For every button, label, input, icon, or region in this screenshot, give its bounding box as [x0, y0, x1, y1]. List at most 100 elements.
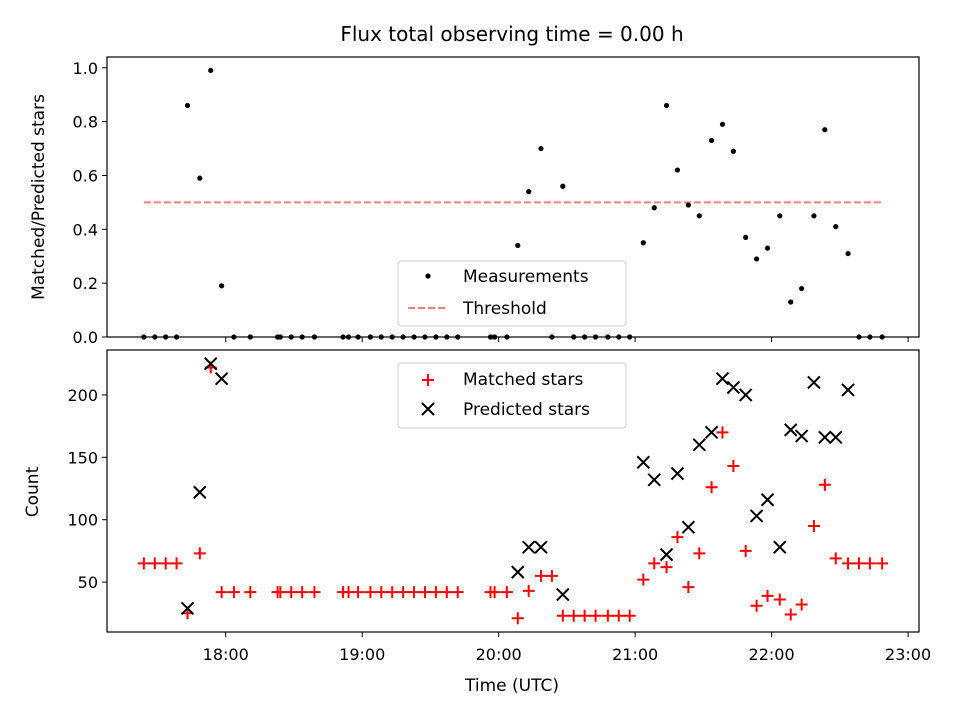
matched-star-point [682, 581, 695, 594]
predicted-star-point [692, 438, 706, 452]
predicted-star-point [659, 547, 674, 562]
matched-star-point [727, 460, 740, 473]
matched-star-point [795, 598, 808, 611]
matched-star-point [296, 586, 309, 599]
predicted-star-point [726, 380, 741, 395]
matched-star-point [829, 552, 842, 565]
bottom-marks [137, 357, 889, 625]
measurement-point [719, 121, 726, 127]
measurement-point [685, 202, 691, 208]
measurement-point [708, 137, 715, 144]
matched-star-point [556, 609, 569, 622]
matched-star-point [137, 557, 150, 570]
measurement-point [754, 256, 760, 262]
matched-star-point [285, 586, 298, 599]
measurement-point [696, 213, 702, 219]
top-legend: Measurements Threshold [397, 260, 627, 327]
matched-star-point [408, 586, 421, 599]
matched-star-point [159, 557, 172, 570]
panel-bottom: Count Time (UTC) 50 100 150 200 18:00 19:00 2… [23, 349, 931, 696]
matched-star-point [500, 586, 513, 599]
top-y-tick-label: 0.6 [73, 166, 98, 185]
bottom-x-tick-label: 21:00 [612, 645, 658, 664]
matched-star-point [511, 612, 524, 625]
matched-star-point [623, 609, 636, 622]
legend-matched-label: Matched stars [463, 370, 583, 390]
matched-star-point [852, 557, 865, 570]
predicted-star-point [704, 425, 719, 440]
matched-star-point [601, 609, 614, 622]
measurement-point [526, 189, 532, 195]
predicted-star-point [773, 540, 787, 554]
top-y-tick-label: 0.0 [73, 328, 98, 347]
matched-star-point [612, 609, 625, 622]
top-y-tick-label: 0.2 [73, 274, 98, 293]
measurement-point [219, 283, 225, 289]
top-legend-box [397, 260, 627, 327]
matched-star-point [842, 557, 855, 570]
predicted-star-point [738, 388, 753, 402]
measurement-point [674, 167, 681, 173]
matched-star-point [375, 586, 388, 599]
matched-star-point [637, 573, 650, 586]
predicted-star-point [193, 485, 207, 499]
top-y-tick-label: 1.0 [73, 59, 98, 78]
top-x-ticks [225, 337, 909, 342]
predicted-star-point [180, 601, 195, 615]
legend-measurements-marker [425, 273, 431, 279]
measurement-point [799, 285, 805, 292]
matched-star-point [876, 557, 889, 570]
matched-star-point [589, 609, 602, 622]
measurement-point [743, 234, 749, 240]
bottom-y-axis-label: Count [23, 466, 43, 517]
measurement-point [730, 148, 737, 154]
measurement-point [777, 213, 783, 219]
matched-star-point [545, 569, 558, 582]
measurement-point [822, 127, 828, 133]
measurement-point [184, 102, 191, 109]
matched-star-point [648, 557, 661, 570]
top-y-axis-label: Matched/Predicted stars [29, 94, 49, 300]
legend-matched-marker [422, 374, 434, 386]
bottom-y-tick-label: 200 [67, 386, 98, 405]
predicted-star-point [841, 383, 855, 397]
matched-star-point [716, 426, 729, 439]
matched-star-point [773, 593, 786, 606]
legend-threshold-label: Threshold [462, 299, 547, 319]
measurement-point [788, 299, 794, 305]
predicted-star-point [511, 565, 525, 579]
bottom-x-tick-label: 23:00 [885, 645, 931, 664]
matched-star-point [170, 557, 183, 570]
predicted-star-point [681, 520, 696, 534]
matched-star-point [705, 481, 718, 494]
matched-star-point [227, 586, 240, 599]
bottom-legend: Matched stars Predicted stars [397, 362, 627, 429]
matched-star-point [193, 547, 206, 560]
matched-star-point [429, 586, 442, 599]
matched-star-point [522, 584, 535, 597]
bottom-y-tick-label: 100 [67, 511, 98, 530]
legend-predicted-marker [421, 402, 435, 416]
predicted-star-point [521, 540, 536, 554]
bottom-y-ticks: 50 100 150 200 [67, 386, 107, 592]
matched-star-point [274, 586, 287, 599]
predicted-star-point [829, 430, 843, 445]
matched-star-point [750, 599, 763, 612]
bottom-x-tick-label: 18:00 [203, 645, 249, 664]
legend-measurements-label: Measurements [463, 267, 589, 287]
bottom-legend-box [397, 362, 627, 429]
bottom-y-tick-label: 150 [67, 448, 98, 467]
matched-star-point [488, 586, 501, 599]
predicted-star-point [760, 493, 775, 507]
predicted-star-point [556, 587, 570, 602]
measurement-point [663, 102, 670, 109]
matched-star-point [578, 609, 591, 622]
predicted-star-point [204, 357, 218, 371]
measurement-point [640, 240, 646, 246]
predicted-star-point [214, 371, 229, 386]
matched-star-point [534, 569, 547, 582]
measurement-point [764, 245, 771, 251]
matched-star-point [148, 557, 161, 570]
measurement-point [208, 67, 214, 74]
